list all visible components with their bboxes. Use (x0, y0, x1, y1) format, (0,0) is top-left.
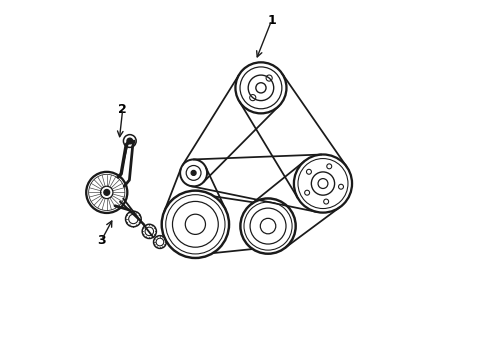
Text: 3: 3 (97, 234, 106, 247)
Circle shape (104, 189, 110, 195)
Text: 2: 2 (119, 103, 127, 116)
Circle shape (127, 138, 133, 144)
Circle shape (191, 171, 196, 175)
Text: 1: 1 (267, 14, 276, 27)
